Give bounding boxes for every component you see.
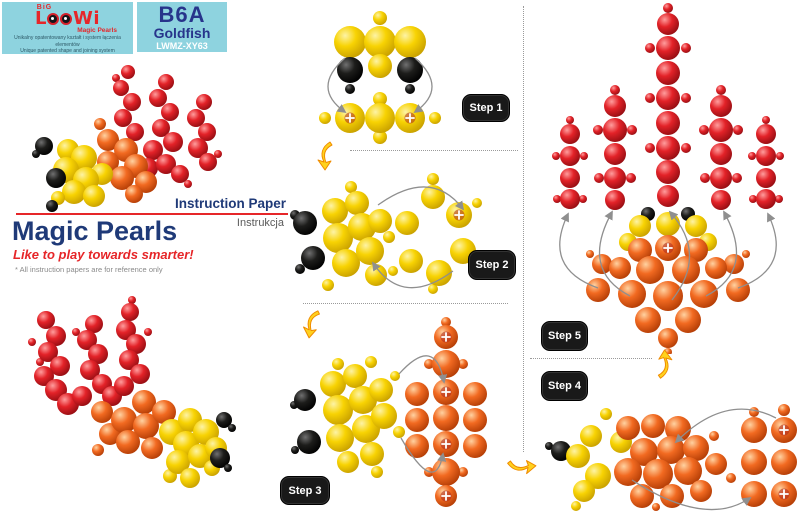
finished-goldfish-top-image xyxy=(8,58,233,216)
step-4-label: Step 4 xyxy=(541,371,588,401)
model-name: Goldfish xyxy=(153,25,211,41)
step4-assembly-image xyxy=(536,396,798,512)
loowi-eye-icon xyxy=(60,13,73,25)
model-sku: LWMZ-XY63 xyxy=(156,41,208,51)
model-info-box: B6A Goldfish LWMZ-XY63 xyxy=(137,2,227,52)
magic-pearls-title: Magic Pearls xyxy=(12,216,178,246)
brand-tagline-pl: Unikalny opatentowany kształt i system ł… xyxy=(14,35,121,48)
step2-assembly-image xyxy=(283,163,483,301)
step1-assembly-image xyxy=(295,4,465,149)
brand-subtitle: Magic Pearls xyxy=(77,27,117,34)
separator-step5-step4 xyxy=(530,358,652,359)
instruction-paper-title: Instruction Paper xyxy=(174,196,286,211)
loowi-letters-wi: Wi xyxy=(72,8,100,29)
step-1-label: Step 1 xyxy=(462,94,510,122)
loowi-letter-l: L xyxy=(34,8,47,29)
title-divider-line xyxy=(16,213,288,215)
flow-arrow-step3-to-step4-icon xyxy=(507,460,537,475)
reference-note: * All instruction papers are for referen… xyxy=(15,265,163,274)
finished-goldfish-bottom-image xyxy=(2,272,247,507)
step5-assembly-image xyxy=(540,2,796,354)
separator-columns xyxy=(523,6,524,452)
brand-logo-box: BiG L Wi Magic Pearls Unikalny opatentowa… xyxy=(2,2,133,54)
separator-step2-step3 xyxy=(303,303,508,304)
flow-arrow-step4-to-step5-icon xyxy=(657,349,673,379)
instruction-paper-title-pl: Instrukcja xyxy=(236,217,284,229)
brand-slogan: Like to play towards smarter! xyxy=(13,247,194,262)
separator-step1-step2 xyxy=(350,150,518,151)
step-5-label: Step 5 xyxy=(541,321,588,351)
step-2-label: Step 2 xyxy=(468,250,516,280)
model-code: B6A xyxy=(158,2,206,27)
loowi-eye-icon xyxy=(47,13,60,25)
brand-big-text: BiG xyxy=(36,4,53,11)
brand-loowi-wordmark: L Wi xyxy=(2,8,133,29)
step3-assembly-image xyxy=(283,312,498,510)
brand-tagline-en: Unique patented shape and joining system xyxy=(20,48,115,54)
step-3-label: Step 3 xyxy=(280,476,330,505)
flow-arrow-step2-to-step3-icon xyxy=(303,310,320,339)
flow-arrow-step1-to-step2-icon xyxy=(317,141,333,171)
